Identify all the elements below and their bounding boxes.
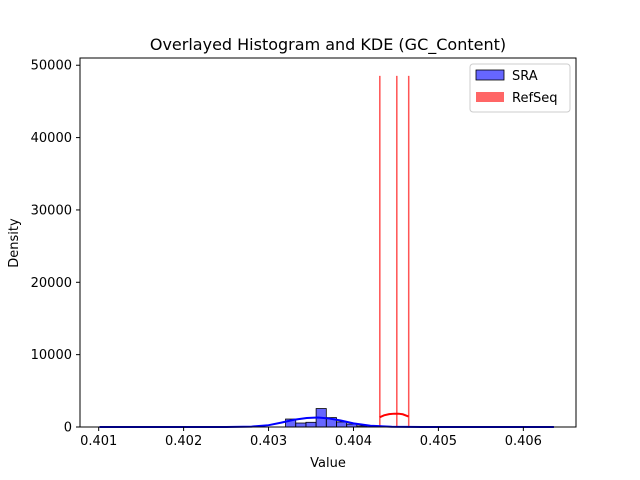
y-axis-title: Density bbox=[7, 218, 22, 268]
x-tick-label: 0.401 bbox=[80, 434, 117, 449]
sra-histogram-bar-1 bbox=[295, 422, 307, 428]
x-tick-label: 0.403 bbox=[250, 434, 287, 449]
x-axis: 0.401 0.402 0.403 0.404 0.405 0.406 bbox=[80, 427, 542, 449]
legend-label-sra: SRA bbox=[512, 69, 538, 84]
y-tick-label: 30000 bbox=[31, 203, 72, 218]
sra-histogram-bar-2 bbox=[305, 421, 317, 428]
refseq-histogram-bar-0 bbox=[379, 75, 381, 428]
x-axis-title: Value bbox=[310, 456, 346, 471]
y-tick-label: 20000 bbox=[31, 276, 72, 291]
x-tick-label: 0.402 bbox=[165, 434, 202, 449]
legend-swatch-refseq bbox=[476, 92, 504, 102]
x-tick-label: 0.405 bbox=[420, 434, 457, 449]
x-tick-label: 0.406 bbox=[505, 434, 542, 449]
x-tick-label: 0.404 bbox=[335, 434, 372, 449]
y-tick-label: 40000 bbox=[31, 131, 72, 146]
legend-label-refseq: RefSeq bbox=[512, 91, 558, 106]
y-tick-label: 50000 bbox=[31, 59, 72, 74]
y-tick-label: 10000 bbox=[31, 348, 72, 363]
refseq-kde-line bbox=[379, 412, 410, 419]
refseq-histogram-bar-1 bbox=[396, 75, 398, 428]
legend-swatch-sra bbox=[475, 69, 505, 81]
legend: SRA RefSeq bbox=[469, 63, 571, 113]
sra-histogram-bar-5 bbox=[336, 421, 348, 428]
y-tick-label: 0 bbox=[64, 421, 72, 436]
y-axis: 0 10000 20000 30000 40000 50000 bbox=[31, 59, 80, 436]
refseq-histogram-bar-2 bbox=[407, 75, 410, 428]
chart-title: Overlayed Histogram and KDE (GC_Content) bbox=[150, 35, 506, 55]
plot-frame bbox=[79, 57, 577, 428]
